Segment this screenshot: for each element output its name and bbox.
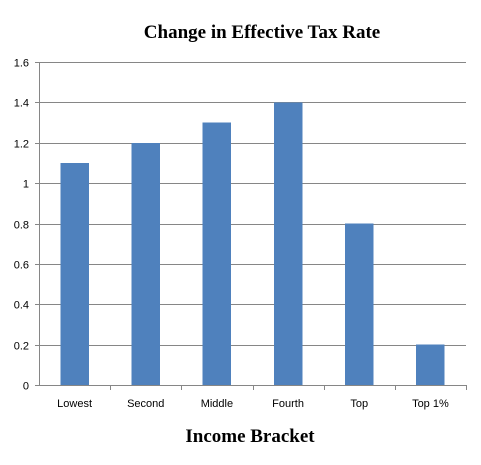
x-tick-label: Second: [127, 398, 164, 410]
y-tick-label: 1.4: [14, 98, 29, 110]
bar-fourth: [273, 102, 303, 386]
x-tick-label: Fourth: [272, 398, 304, 410]
y-tick-label: 1.6: [14, 58, 29, 70]
bar-middle: [202, 122, 232, 385]
x-tick-label: Top 1%: [412, 398, 449, 410]
y-tick-label: 0.6: [14, 260, 29, 272]
y-tick-label: 0: [23, 381, 29, 393]
x-axis-label: Income Bracket: [185, 426, 315, 447]
bar-top: [345, 223, 374, 385]
y-tick-label: 0.2: [14, 341, 29, 353]
y-tick-label: 1: [23, 179, 29, 191]
y-tick-label: 0.4: [14, 300, 29, 312]
axes: [39, 62, 466, 386]
gridlines: [39, 62, 466, 346]
x-axis-ticks: Lowest Second Middle Fourth Top Top 1%: [57, 385, 467, 410]
bars: [60, 102, 445, 386]
x-tick-label: Middle: [201, 398, 233, 410]
y-tick-label: 0.8: [14, 220, 29, 232]
x-tick-label: Top: [350, 398, 368, 410]
bar-top-1: [416, 344, 445, 385]
bar-second: [131, 142, 160, 385]
y-tick-label: 1.2: [14, 139, 29, 151]
x-tick-label: Lowest: [57, 398, 92, 410]
y-axis-ticks: 0 0.2 0.4 0.6 0.8 1 1.2 1.4 1.6: [14, 58, 39, 393]
chart-title: Change in Effective Tax Rate: [144, 22, 380, 43]
bar-lowest: [60, 162, 89, 385]
